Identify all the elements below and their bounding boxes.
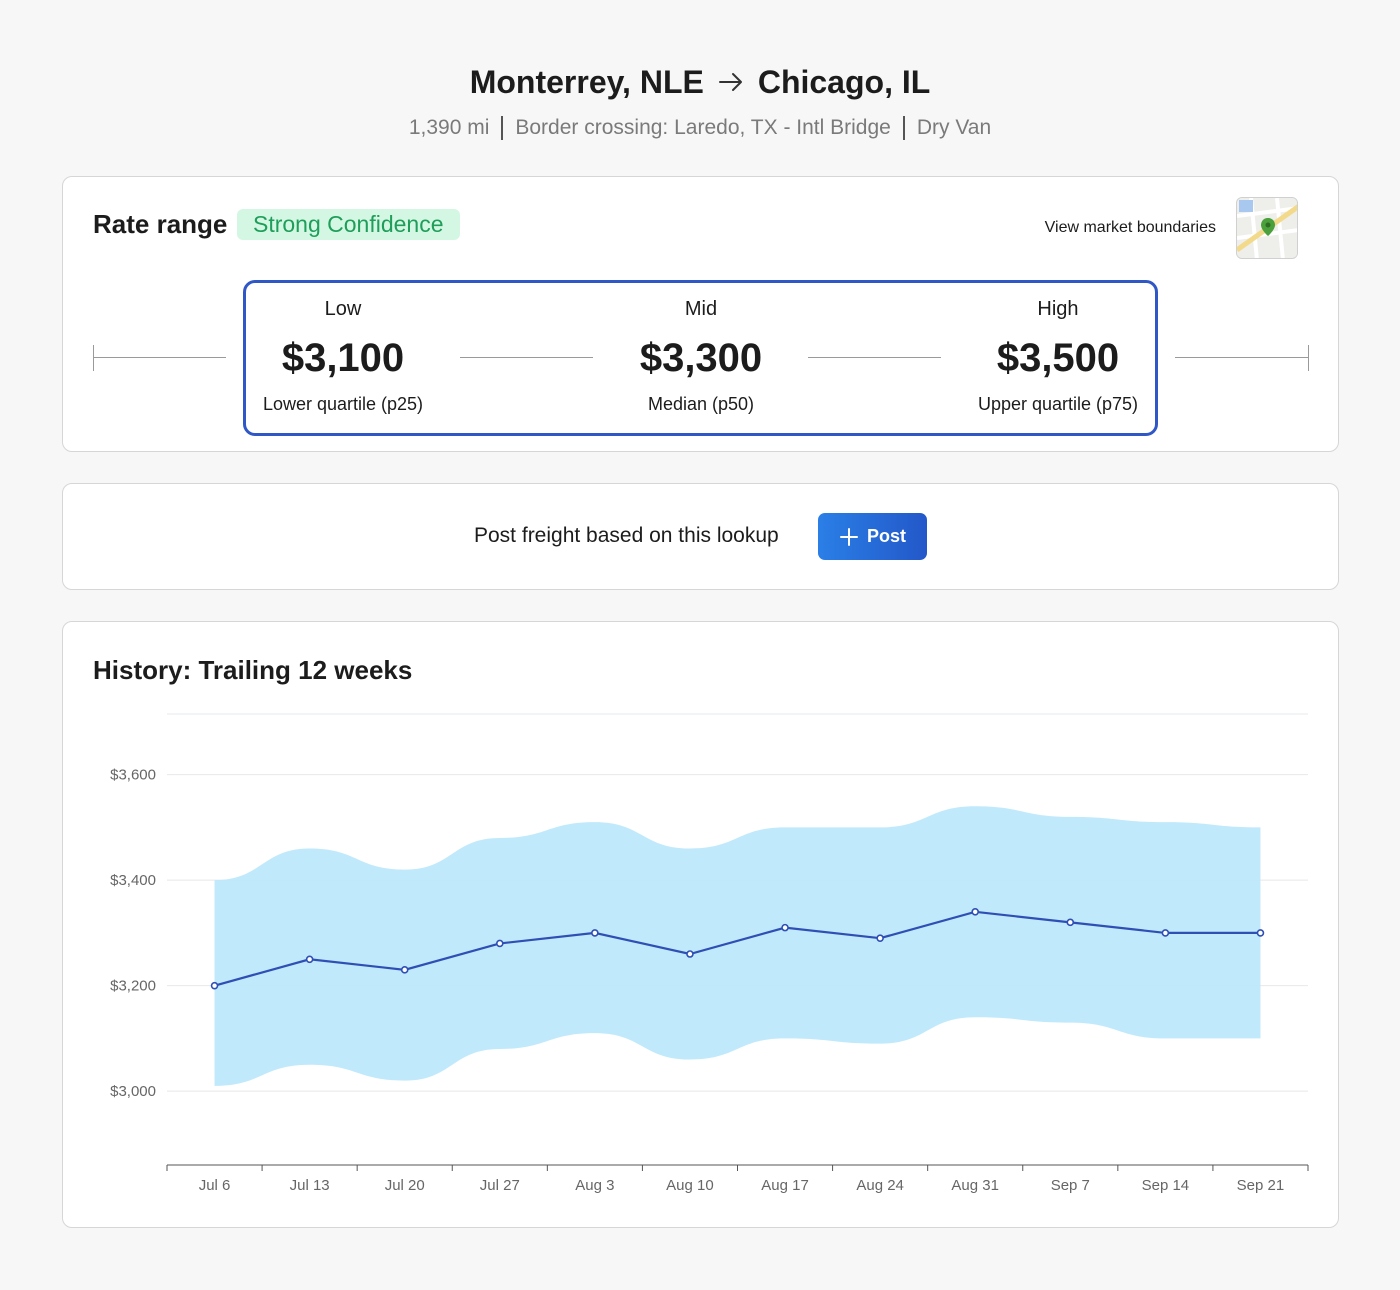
data-point — [876, 934, 884, 942]
y-tick-label: $3,600 — [110, 767, 156, 784]
quartile-box: Low $3,100 Lower quartile (p25) Mid $3,3… — [243, 280, 1158, 436]
x-tick-label: Sep 14 — [1142, 1177, 1190, 1194]
data-point — [495, 939, 504, 948]
data-point — [400, 966, 409, 974]
y-tick-label: $3,000 — [110, 1083, 156, 1100]
plus-icon — [839, 527, 858, 546]
range-line-left — [93, 357, 226, 358]
post-freight-text: Post freight based on this lookup — [474, 524, 779, 547]
interquartile-band — [214, 806, 1261, 1086]
range-line-mid-right — [808, 357, 941, 358]
history-title: History: Trailing 12 weeks — [93, 655, 413, 685]
history-card: History: Trailing 12 weeks $3,000 $3,200 $… — [62, 621, 1339, 1228]
destination: Chicago, IL — [757, 63, 931, 100]
divider — [902, 116, 905, 140]
post-button[interactable]: Post — [818, 513, 927, 560]
x-tick-label: Jul 6 — [199, 1177, 231, 1194]
x-tick-label: Aug 10 — [666, 1177, 714, 1194]
route-header: Monterrey, NLE Chicago, IL 1,390 mi Bord… — [0, 58, 1400, 140]
equipment-type: Dry Van — [916, 116, 992, 139]
history-chart: $3,000 $3,200 $3,400 $3,600 Jul 6 Jul 13 Jul 2… — [110, 713, 1309, 1194]
mid-sub: Median (p50) — [647, 394, 755, 414]
divider — [501, 116, 504, 140]
median-line — [214, 910, 1261, 987]
mid-label: Mid — [684, 298, 718, 320]
y-tick-label: $3,400 — [110, 872, 156, 889]
range-start-cap — [93, 345, 94, 371]
x-tick-label: Aug 3 — [575, 1177, 614, 1194]
route-meta: 1,390 mi Border crossing: Laredo, TX - I… — [0, 116, 1400, 140]
x-tick-label: Aug 31 — [951, 1177, 999, 1194]
x-tick-label: Jul 13 — [290, 1177, 330, 1194]
distance: 1,390 mi — [408, 116, 490, 139]
x-tick-label: Aug 24 — [856, 1177, 904, 1194]
arrow-right-icon — [718, 72, 744, 92]
x-tick-label: Aug 17 — [761, 1177, 809, 1194]
view-market-boundaries-link[interactable]: View market boundaries — [1044, 219, 1216, 236]
rate-range-title: Rate range — [93, 209, 228, 239]
high-sub: Upper quartile (p75) — [977, 394, 1139, 414]
map-thumbnail[interactable] — [1236, 197, 1298, 259]
high-column: High $3,500 Upper quartile (p75) — [938, 283, 1178, 415]
range-end-cap — [1308, 345, 1309, 371]
low-label: Low — [324, 298, 362, 320]
low-column: Low $3,100 Lower quartile (p25) — [223, 283, 463, 415]
rate-range-card: Rate range Strong Confidence View market… — [62, 176, 1339, 452]
high-value: $3,500 — [996, 336, 1120, 380]
x-tick-label: Jul 20 — [385, 1177, 425, 1194]
x-tick-label: Jul 27 — [480, 1177, 520, 1194]
low-value: $3,100 — [281, 336, 405, 380]
post-button-label: Post — [866, 526, 906, 546]
range-line-right — [1175, 357, 1308, 358]
post-freight-card: Post freight based on this lookup Post — [62, 483, 1339, 590]
x-tick-label: Sep 21 — [1237, 1177, 1285, 1194]
high-label: High — [1037, 298, 1079, 320]
data-point — [305, 955, 314, 964]
low-sub: Lower quartile (p25) — [262, 394, 424, 414]
mid-value: $3,300 — [639, 336, 763, 380]
x-tick-label: Sep 7 — [1051, 1177, 1090, 1194]
data-point — [1066, 918, 1075, 927]
border-crossing: Border crossing: Laredo, TX - Intl Bridg… — [515, 116, 891, 139]
map-pin-icon — [1237, 198, 1297, 258]
mid-column: Mid $3,300 Median (p50) — [581, 283, 821, 415]
data-point — [971, 908, 980, 916]
data-point — [591, 929, 599, 937]
data-point — [781, 923, 789, 932]
data-point — [1256, 929, 1265, 937]
data-point — [686, 950, 694, 958]
origin: Monterrey, NLE — [469, 63, 704, 100]
confidence-badge: Strong Confidence — [237, 209, 460, 240]
data-point — [1161, 929, 1170, 937]
y-tick-label: $3,200 — [110, 978, 156, 995]
route-title: Monterrey, NLE Chicago, IL — [0, 58, 1400, 106]
data-point — [210, 981, 219, 990]
range-line-mid-left — [460, 357, 593, 358]
